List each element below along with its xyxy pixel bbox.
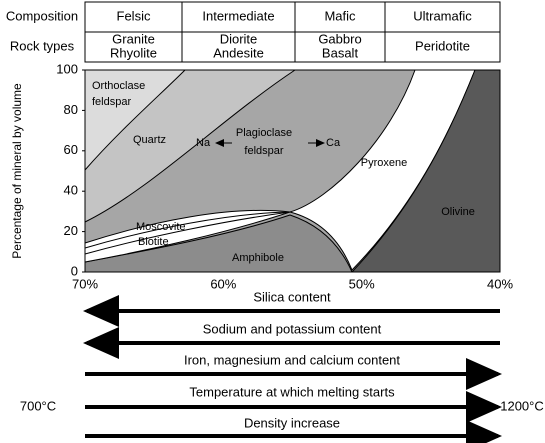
arrow-label: Silica content [253,289,331,304]
mineral-label: Orthoclase [92,80,145,92]
scale-label: 1200°C [500,398,544,413]
x-tick-label: 70% [72,276,98,291]
arrow-label: Sodium and potassium content [203,321,382,336]
y-tick-label: 80 [64,102,78,117]
composition: Mafic [324,8,356,23]
rock-type: Peridotite [415,38,470,53]
arrow-label: Iron, magnesium and calcium content [184,352,400,367]
row-label: Rock types [10,38,75,53]
x-tick-label: 40% [487,276,513,291]
mineral-label: feldspar [244,145,283,157]
mineral-label: Ca [326,137,341,149]
mineral-label: Quartz [133,134,166,146]
composition: Ultramafic [413,8,472,23]
y-tick-label: 40 [64,183,78,198]
x-tick-label: 50% [349,276,375,291]
mineral-labels: Orthoclase feldspar Quartz Plagioclase f… [10,80,475,264]
composition: Intermediate [202,8,274,23]
rock-type: Diorite [220,31,258,46]
mineral-label: Plagioclase [236,127,292,139]
y-tick-label: 20 [64,223,78,238]
scale-label: 700°C [20,398,56,413]
x-tick-label: 60% [210,276,236,291]
y-tick-label: 100 [56,61,78,76]
mineral-label: Olivine [441,206,475,218]
mineral-label: Amphibole [232,252,284,264]
y-axis-label: Percentage of mineral by volume [10,83,24,259]
y-tick-label: 0 [71,263,78,278]
composition: Felsic [117,8,151,23]
arrow-label: Temperature at which melting starts [189,384,395,399]
rock-type: Andesite [213,45,264,60]
arrow-label: Density increase [244,415,340,430]
plot-regions [84,69,501,273]
mineral-label: Biotite [138,236,169,248]
rock-type: Granite [112,31,155,46]
row-label: Composition [6,8,78,23]
rock-type: Basalt [322,45,359,60]
rock-type: Rhyolite [110,45,157,60]
mineral-label: Na [196,137,211,149]
mineral-label: Pyroxene [361,157,407,169]
rock-type: Gabbro [318,31,361,46]
mineral-label: Moscovite [136,221,186,233]
mineral-label: feldspar [92,96,131,108]
y-tick-label: 60 [64,142,78,157]
